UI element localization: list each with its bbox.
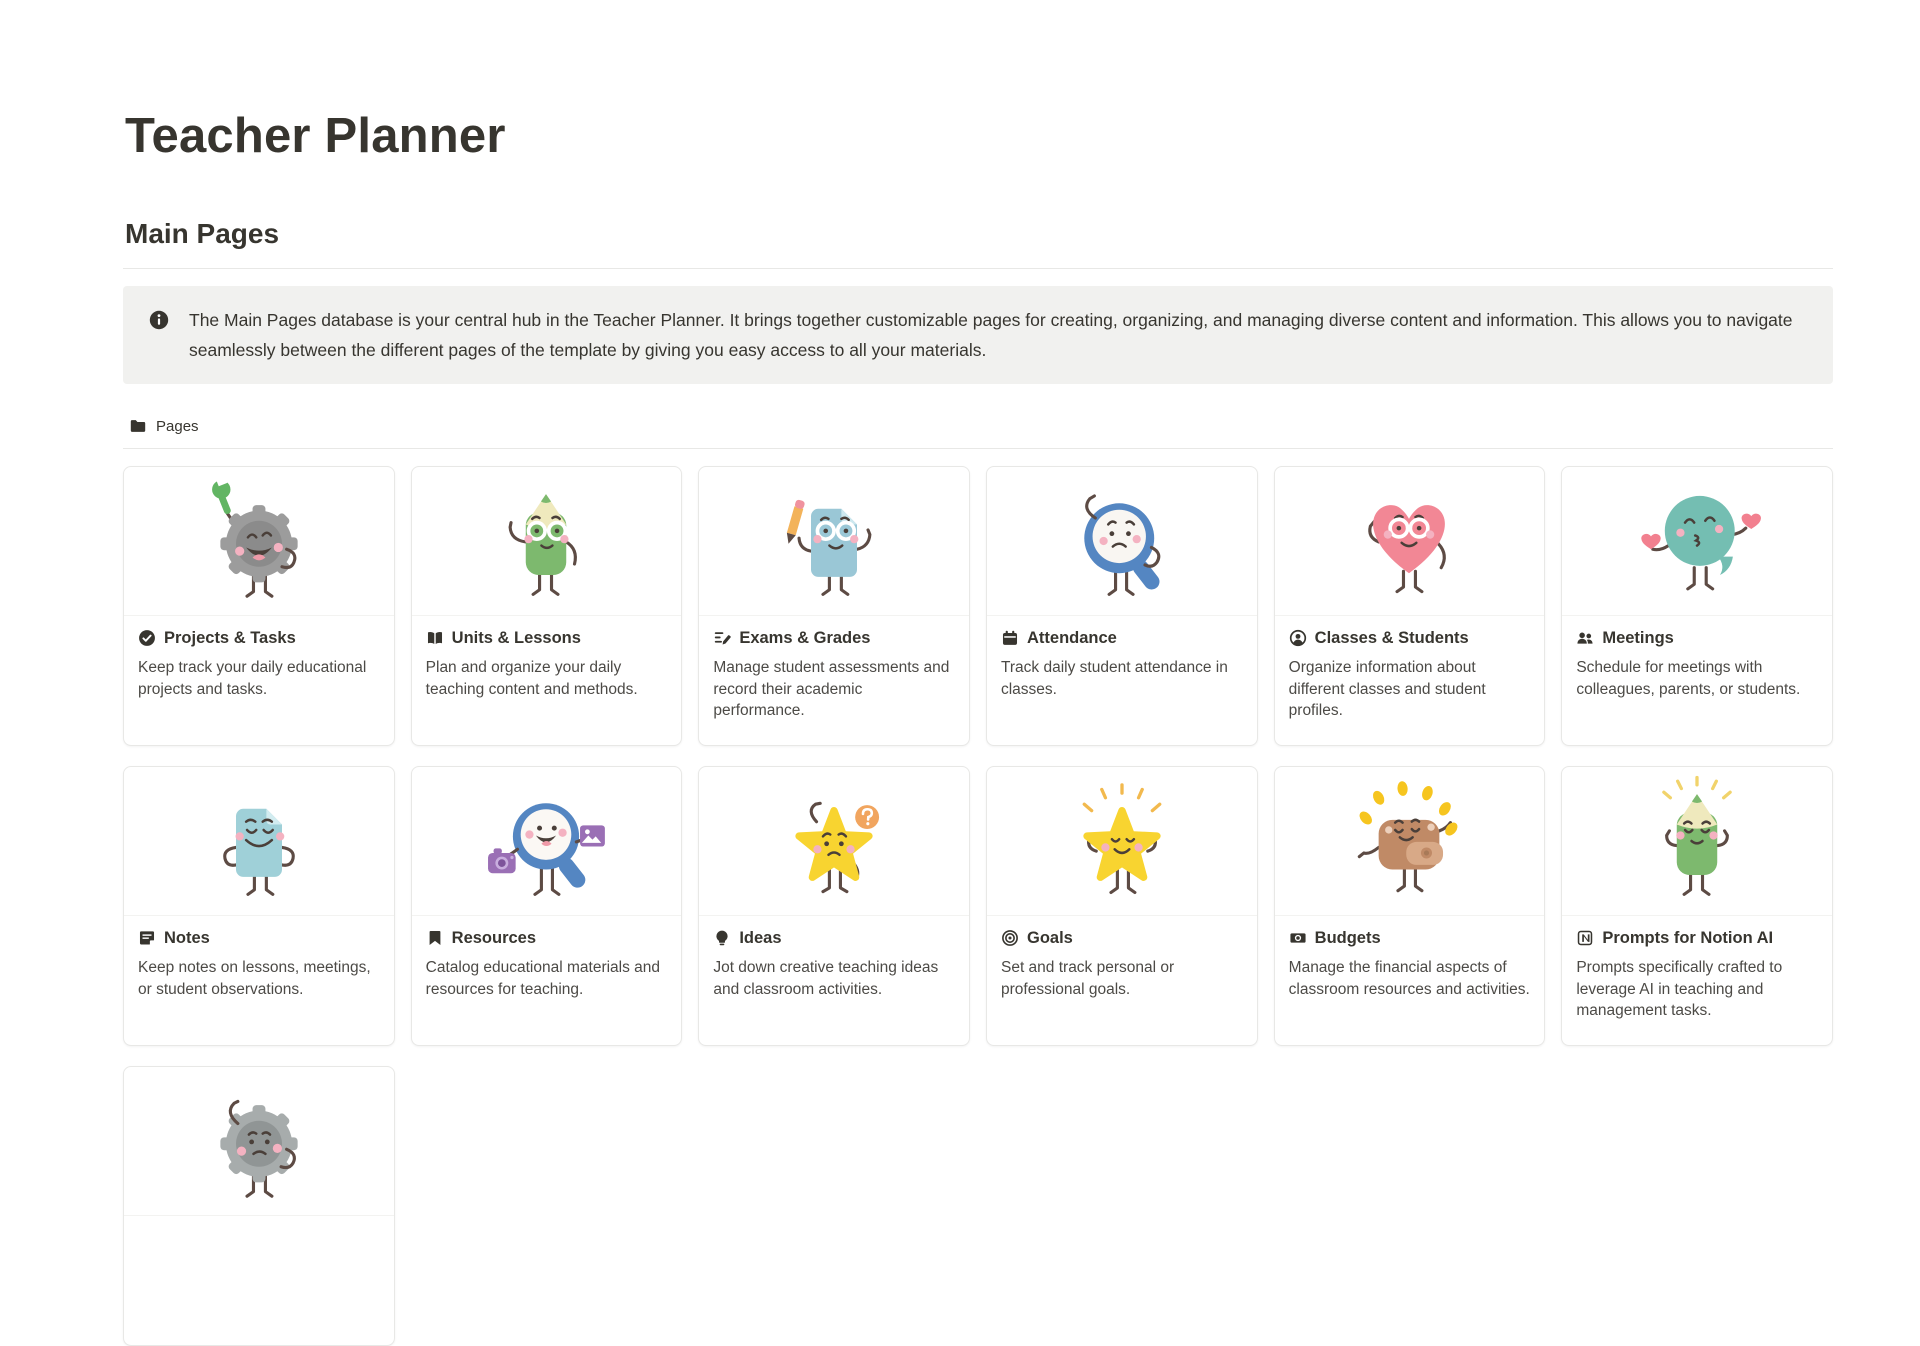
- check-circle-icon: [138, 629, 156, 647]
- section-heading: Main Pages: [125, 218, 280, 249]
- gear-happy-illustration: [124, 467, 394, 616]
- card-title: Goals: [1026, 929, 1073, 947]
- card-description: Manage the financial aspects of classroo…: [1288, 959, 1530, 998]
- card-description: Schedule for meetings with colleagues, p…: [1576, 659, 1801, 698]
- target-icon: [1001, 929, 1019, 947]
- calendar-icon: [1001, 629, 1019, 647]
- callout-text: The Main Pages database is your central …: [189, 310, 1793, 360]
- folder-icon: [129, 417, 147, 435]
- card-title: Notes: [164, 929, 210, 947]
- card-title: Exams & Grades: [739, 629, 871, 647]
- green-pencil-glasses-illustration: [411, 467, 682, 616]
- green-pencil-flex-illustration: [1562, 767, 1832, 916]
- card-title: Meetings: [1602, 629, 1674, 647]
- card-classes-students[interactable]: Classes & Students Organize information …: [1273, 466, 1546, 746]
- info-icon: [148, 305, 170, 331]
- card-title: Attendance: [1026, 629, 1117, 647]
- teal-bubble-kiss-illustration: [1562, 467, 1832, 616]
- card-description: Catalog educational materials and resour…: [425, 959, 661, 998]
- card-description: Manage student assessments and record th…: [713, 659, 950, 719]
- wallet-coins-illustration: [1274, 767, 1545, 916]
- card-description: Prompts specifically crafted to leverage…: [1576, 959, 1783, 1019]
- card-title: Prompts for Notion AI: [1602, 929, 1774, 947]
- card-meetings[interactable]: Meetings Schedule for meetings with coll…: [1561, 466, 1833, 746]
- lightbulb-icon: [713, 929, 731, 947]
- card-exams-grades[interactable]: Exams & Grades Manage student assessment…: [698, 466, 970, 746]
- card-description: Keep track your daily educational projec…: [138, 659, 367, 698]
- card-prompts-notion-ai[interactable]: Prompts for Notion AI Prompts specifical…: [1561, 766, 1833, 1046]
- card-description: Track daily student attendance in classe…: [1000, 659, 1228, 698]
- card-projects-tasks[interactable]: Projects & Tasks Keep track your daily e…: [123, 466, 395, 746]
- card-title: Projects & Tasks: [164, 629, 296, 647]
- bookmark-icon: [426, 929, 444, 947]
- card-title: Resources: [451, 929, 537, 947]
- blue-document-pencil-illustration: [699, 467, 969, 616]
- card-goals[interactable]: Goals Set and track personal or professi…: [985, 766, 1258, 1046]
- view-tab-label: Pages: [156, 417, 199, 435]
- notion-logo-icon: [1576, 929, 1594, 947]
- card-description: Set and track personal or professional g…: [1000, 959, 1175, 998]
- star-question-illustration: [699, 767, 969, 916]
- view-tab-pages[interactable]: Pages: [123, 417, 205, 435]
- pages-gallery: Projects & Tasks Keep track your daily e…: [123, 466, 1833, 1346]
- card-title: Units & Lessons: [451, 629, 581, 647]
- gear-sad-illustration: [124, 1067, 394, 1216]
- card-description: Keep notes on lessons, meetings, or stud…: [138, 959, 371, 998]
- magnifier-camera-illustration: [411, 767, 682, 916]
- card-partial[interactable]: [123, 1066, 395, 1346]
- card-title: Classes & Students: [1314, 629, 1469, 647]
- card-title: Ideas: [739, 929, 782, 947]
- page-title: Teacher Planner: [125, 109, 506, 163]
- card-title: Budgets: [1314, 929, 1381, 947]
- note-icon: [138, 929, 156, 947]
- card-attendance[interactable]: Attendance Track daily student attendanc…: [985, 466, 1258, 746]
- section-divider: [123, 268, 1833, 269]
- person-circle-icon: [1289, 629, 1307, 647]
- open-book-icon: [426, 629, 444, 647]
- card-description: Plan and organize your daily teaching co…: [425, 659, 638, 698]
- pink-heart-glasses-illustration: [1274, 467, 1545, 616]
- card-description: Jot down creative teaching ideas and cla…: [713, 959, 939, 998]
- card-description: Organize information about different cla…: [1288, 659, 1486, 719]
- card-notes[interactable]: Notes Keep notes on lessons, meetings, o…: [123, 766, 395, 1046]
- view-tabs: Pages: [123, 404, 1833, 449]
- banknote-icon: [1289, 929, 1307, 947]
- notion-page: Teacher Planner Main Pages The Main Page…: [123, 0, 1833, 1346]
- info-callout: The Main Pages database is your central …: [123, 286, 1833, 384]
- card-resources[interactable]: Resources Catalog educational materials …: [410, 766, 683, 1046]
- card-units-lessons[interactable]: Units & Lessons Plan and organize your d…: [410, 466, 683, 746]
- teal-document-smile-illustration: [124, 767, 394, 916]
- people-icon: [1576, 629, 1594, 647]
- star-shine-illustration: [986, 767, 1257, 916]
- card-budgets[interactable]: Budgets Manage the financial aspects of …: [1273, 766, 1546, 1046]
- card-ideas[interactable]: Ideas Jot down creative teaching ideas a…: [698, 766, 970, 1046]
- magnifier-puzzled-illustration: [986, 467, 1257, 616]
- edit-list-icon: [713, 629, 732, 647]
